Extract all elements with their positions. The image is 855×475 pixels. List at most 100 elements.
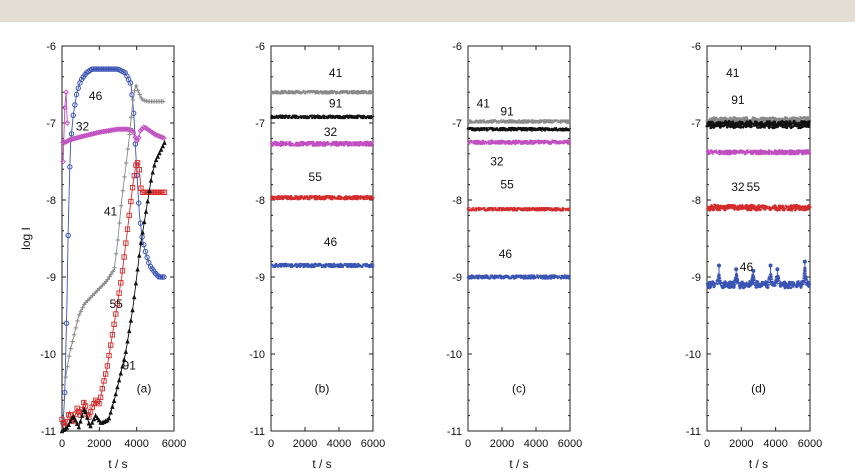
- data-point: [94, 66, 100, 72]
- y-tick-label: -11: [447, 426, 462, 438]
- series-label: 91: [731, 93, 745, 107]
- x-tick-label: 4000: [763, 438, 787, 450]
- x-tick-label: 0: [268, 438, 274, 450]
- data-point: [88, 423, 93, 429]
- data-point: [127, 80, 134, 86]
- y-tick-label: -10: [40, 349, 56, 361]
- y-tick-label: -7: [255, 118, 265, 130]
- series-label: 41: [104, 204, 118, 218]
- data-point: [153, 157, 159, 163]
- series-band: [269, 140, 375, 147]
- data-point: [161, 189, 168, 195]
- data-point: [121, 254, 127, 260]
- data-point: [85, 414, 90, 420]
- data-point: [106, 415, 112, 421]
- data-point: [75, 85, 81, 91]
- y-tick-label: -9: [452, 272, 462, 284]
- data-point: [68, 346, 73, 351]
- data-point: [157, 150, 162, 156]
- data-point: [137, 252, 142, 258]
- x-tick-label: 4000: [124, 438, 148, 450]
- data-point: [95, 66, 102, 72]
- series-label: 46: [740, 260, 754, 274]
- data-point: [734, 267, 739, 272]
- data-point: [62, 389, 68, 396]
- data-point: [91, 401, 97, 407]
- data-point: [122, 126, 129, 132]
- data-point: [66, 422, 71, 428]
- series-label: 41: [726, 66, 740, 80]
- series-41: 41: [705, 66, 812, 124]
- data-point: [143, 208, 149, 214]
- data-point: [73, 417, 78, 423]
- series-32: 32: [705, 149, 812, 194]
- data-point: [112, 66, 118, 72]
- data-point: [108, 272, 114, 277]
- data-point: [76, 312, 82, 317]
- series-label: 32: [490, 154, 504, 168]
- x-tick-label: 2000: [293, 438, 317, 450]
- data-point: [63, 374, 68, 380]
- series-46: 46: [705, 259, 812, 290]
- data-point: [159, 274, 165, 280]
- data-point: [113, 251, 119, 257]
- data-point: [119, 268, 126, 274]
- data-point: [127, 127, 134, 133]
- y-tick-label: -8: [691, 195, 701, 207]
- x-tick-label: 6000: [798, 438, 822, 450]
- data-point: [82, 403, 89, 409]
- data-point: [99, 66, 105, 72]
- data-point: [145, 198, 150, 204]
- series-55: 55: [269, 170, 375, 201]
- data-point: [137, 127, 144, 134]
- data-point: [121, 356, 127, 362]
- data-point: [128, 317, 134, 323]
- data-point: [122, 174, 127, 180]
- data-point: [65, 232, 71, 239]
- y-tick-label: -9: [46, 272, 56, 284]
- data-point: [105, 66, 112, 72]
- data-point: [136, 167, 142, 173]
- series-32: 32: [60, 89, 167, 165]
- series-band: [705, 149, 812, 156]
- series-55: 55: [466, 177, 572, 212]
- data-point: [135, 88, 141, 93]
- series-label: 32: [731, 180, 745, 194]
- data-point: [144, 254, 150, 261]
- data-point: [83, 409, 88, 414]
- data-point: [134, 160, 141, 166]
- top-banner: [0, 0, 855, 22]
- data-point: [113, 311, 119, 317]
- series-46: 46: [269, 235, 375, 269]
- data-point: [717, 263, 722, 268]
- y-tick-label: -11: [250, 426, 265, 438]
- data-point: [134, 138, 140, 144]
- x-tick-label: 2000: [87, 438, 111, 450]
- series-label: 41: [477, 97, 491, 111]
- data-point: [128, 198, 134, 205]
- data-point: [135, 266, 140, 272]
- data-point: [134, 83, 139, 89]
- data-point: [105, 277, 110, 282]
- data-point: [78, 309, 84, 314]
- data-point: [65, 364, 70, 369]
- data-point: [110, 269, 115, 274]
- data-point: [116, 377, 122, 383]
- data-point: [80, 305, 85, 310]
- x-axis-label: t / s: [108, 457, 127, 471]
- x-tick-label: 4000: [327, 438, 351, 450]
- y-tick-label: -6: [452, 41, 462, 53]
- data-point: [157, 274, 164, 280]
- data-point: [102, 66, 108, 72]
- data-point: [130, 97, 136, 103]
- series-41: 41: [269, 66, 375, 95]
- data-point: [152, 162, 157, 168]
- data-point: [132, 294, 137, 300]
- data-point: [106, 352, 112, 359]
- data-point: [137, 92, 142, 97]
- panel-label: (d): [751, 382, 766, 396]
- series-label: 46: [89, 89, 103, 103]
- data-point: [160, 143, 165, 149]
- data-point: [161, 274, 167, 280]
